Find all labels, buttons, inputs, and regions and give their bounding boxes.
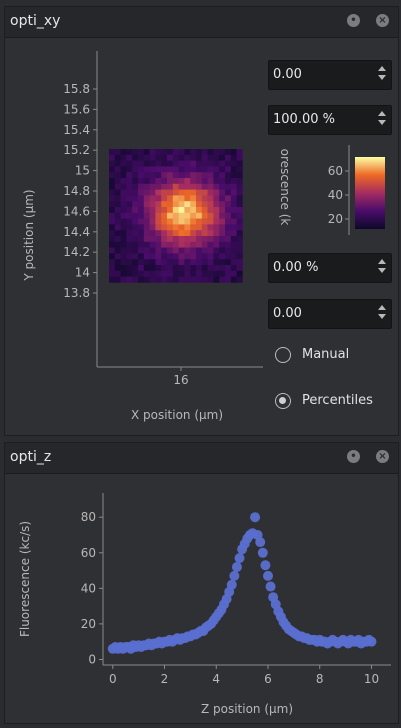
radio-manual-label: Manual	[302, 347, 350, 362]
y-tick-label: 15.8	[63, 82, 90, 96]
y-tick-label: 15.2	[63, 143, 90, 157]
colorbar-tick-label: 20	[328, 212, 343, 226]
x-axis-label: X position (µm)	[131, 408, 223, 422]
y-axis-label: Y position (µm)	[22, 189, 36, 281]
z-x-tick-label: 4	[212, 672, 220, 686]
float-icon[interactable]: •	[347, 14, 360, 27]
opti-z-dock: opti_z • × 0 20 40 60 80 0 2 4 6 8 10 Fluorescence…	[4, 442, 399, 724]
data-point	[231, 562, 242, 572]
colorbar-tick-label: 40	[328, 188, 343, 202]
cb-min-percent-spinbox[interactable]: 0.00 %	[268, 253, 392, 283]
data-point	[257, 547, 268, 558]
z-x-tick-label: 8	[316, 672, 324, 686]
z-x-tick-label: 2	[161, 672, 169, 686]
float-icon[interactable]: •	[347, 450, 360, 463]
z-y-tick-label: 80	[81, 510, 96, 524]
radio-manual[interactable]: Manual	[275, 345, 385, 367]
data-point	[265, 581, 276, 592]
z-x-tick-label: 0	[109, 672, 117, 686]
radio-percentiles-label: Percentiles	[302, 393, 373, 408]
colorbar-gradient	[355, 157, 385, 229]
cb-min-value-spinbox[interactable]: 0.00	[268, 299, 392, 329]
colorbar-label: orescence (k	[278, 149, 292, 226]
data-point	[250, 512, 261, 523]
z-y-tick-label: 0	[88, 652, 96, 666]
opti-xy-dock: opti_xy • × 15.8 15.6 15.4 15.2 15 14.8 14.6 14…	[4, 6, 399, 436]
data-point	[229, 570, 240, 581]
z-x-tick-label: 6	[264, 672, 272, 686]
y-tick-label: 15	[75, 164, 90, 178]
close-icon[interactable]: ×	[376, 450, 389, 463]
z-x-axis-label: Z position (µm)	[201, 702, 293, 716]
y-tick-label: 14.4	[63, 225, 90, 239]
heatmap-image	[109, 149, 243, 283]
y-tick-label: 14.8	[63, 184, 90, 198]
colorbar[interactable]: orescence (k 60 40 20	[267, 139, 387, 235]
z-x-tick-label: 10	[364, 672, 379, 686]
z-y-tick-label: 40	[81, 581, 96, 595]
z-y-tick-label: 60	[81, 546, 96, 560]
cb-max-value: 0.00	[273, 67, 302, 82]
data-point	[260, 560, 271, 571]
dock-title-bar[interactable]: opti_z • ×	[5, 443, 398, 474]
y-tick-label: 14.6	[63, 204, 90, 218]
cb-min-percent: 0.00 %	[273, 260, 319, 275]
y-tick-label: 14	[75, 266, 90, 280]
z-scan-plot[interactable]: 0 20 40 60 80 0 2 4 6 8 10 Fluorescence (kc/s) Z p…	[5, 473, 398, 723]
data-point	[255, 537, 266, 548]
close-icon[interactable]: ×	[376, 14, 389, 27]
xy-image-plot[interactable]: 15.8 15.6 15.4 15.2 15 14.8 14.6 14.4 14.2 14 13.8…	[5, 37, 265, 435]
dock-title-bar[interactable]: opti_xy • ×	[5, 7, 398, 38]
data-point	[226, 579, 237, 590]
z-y-axis-label: Fluorescence (kc/s)	[18, 521, 32, 637]
colorbar-tick-label: 60	[328, 164, 343, 178]
dock-title: opti_z	[10, 449, 52, 465]
y-tick-label: 15.6	[63, 102, 90, 116]
data-point	[366, 636, 377, 647]
cb-max-percent: 100.00 %	[273, 112, 335, 127]
y-tick-label: 15.4	[63, 123, 90, 137]
cb-max-percent-spinbox[interactable]: 100.00 %	[268, 105, 392, 135]
radio-percentiles-circle[interactable]	[275, 393, 291, 409]
cb-max-value-spinbox[interactable]: 0.00	[268, 60, 392, 90]
dock-title: opti_xy	[10, 13, 61, 29]
cb-min-value: 0.00	[273, 306, 302, 321]
data-point	[262, 570, 273, 581]
data-point	[234, 553, 245, 564]
radio-manual-circle[interactable]	[275, 347, 291, 363]
x-tick-label: 16	[173, 373, 188, 387]
radio-percentiles[interactable]: Percentiles	[275, 391, 395, 413]
y-tick-label: 13.8	[63, 286, 90, 300]
y-tick-label: 14.2	[63, 245, 90, 259]
z-y-tick-label: 20	[81, 617, 96, 631]
